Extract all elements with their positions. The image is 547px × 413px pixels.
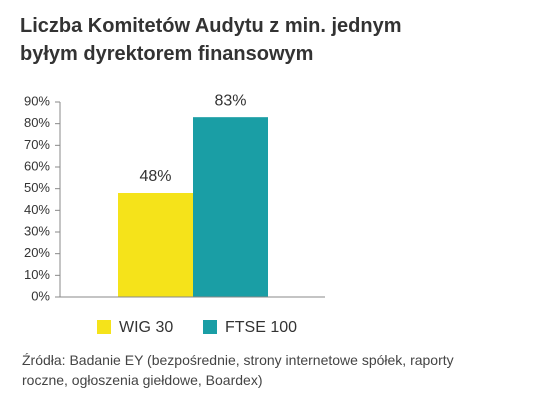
- legend-label: FTSE 100: [225, 319, 297, 336]
- y-tick-label: 10%: [24, 267, 50, 282]
- value-label: 83%: [214, 92, 246, 109]
- value-label: 48%: [139, 168, 171, 185]
- y-tick-label: 70%: [24, 137, 50, 152]
- y-tick-label: 60%: [24, 158, 50, 173]
- y-tick-label: 90%: [24, 93, 50, 108]
- y-tick-label: 20%: [24, 245, 50, 260]
- y-tick-label: 50%: [24, 180, 50, 195]
- y-tick-label: 0%: [31, 288, 50, 303]
- y-tick-label: 30%: [24, 223, 50, 238]
- source-note: Źródła: Badanie EY (bezpośrednie, strony…: [22, 352, 454, 388]
- legend-label: WIG 30: [119, 319, 173, 336]
- legend-swatch: [97, 320, 111, 334]
- bar: [118, 193, 193, 297]
- chart-title: Liczba Komitetów Audytu z min. jednym by…: [20, 15, 402, 65]
- legend-swatch: [203, 320, 217, 334]
- y-tick-label: 40%: [24, 202, 50, 217]
- bar: [193, 117, 268, 298]
- y-tick-label: 80%: [24, 115, 50, 130]
